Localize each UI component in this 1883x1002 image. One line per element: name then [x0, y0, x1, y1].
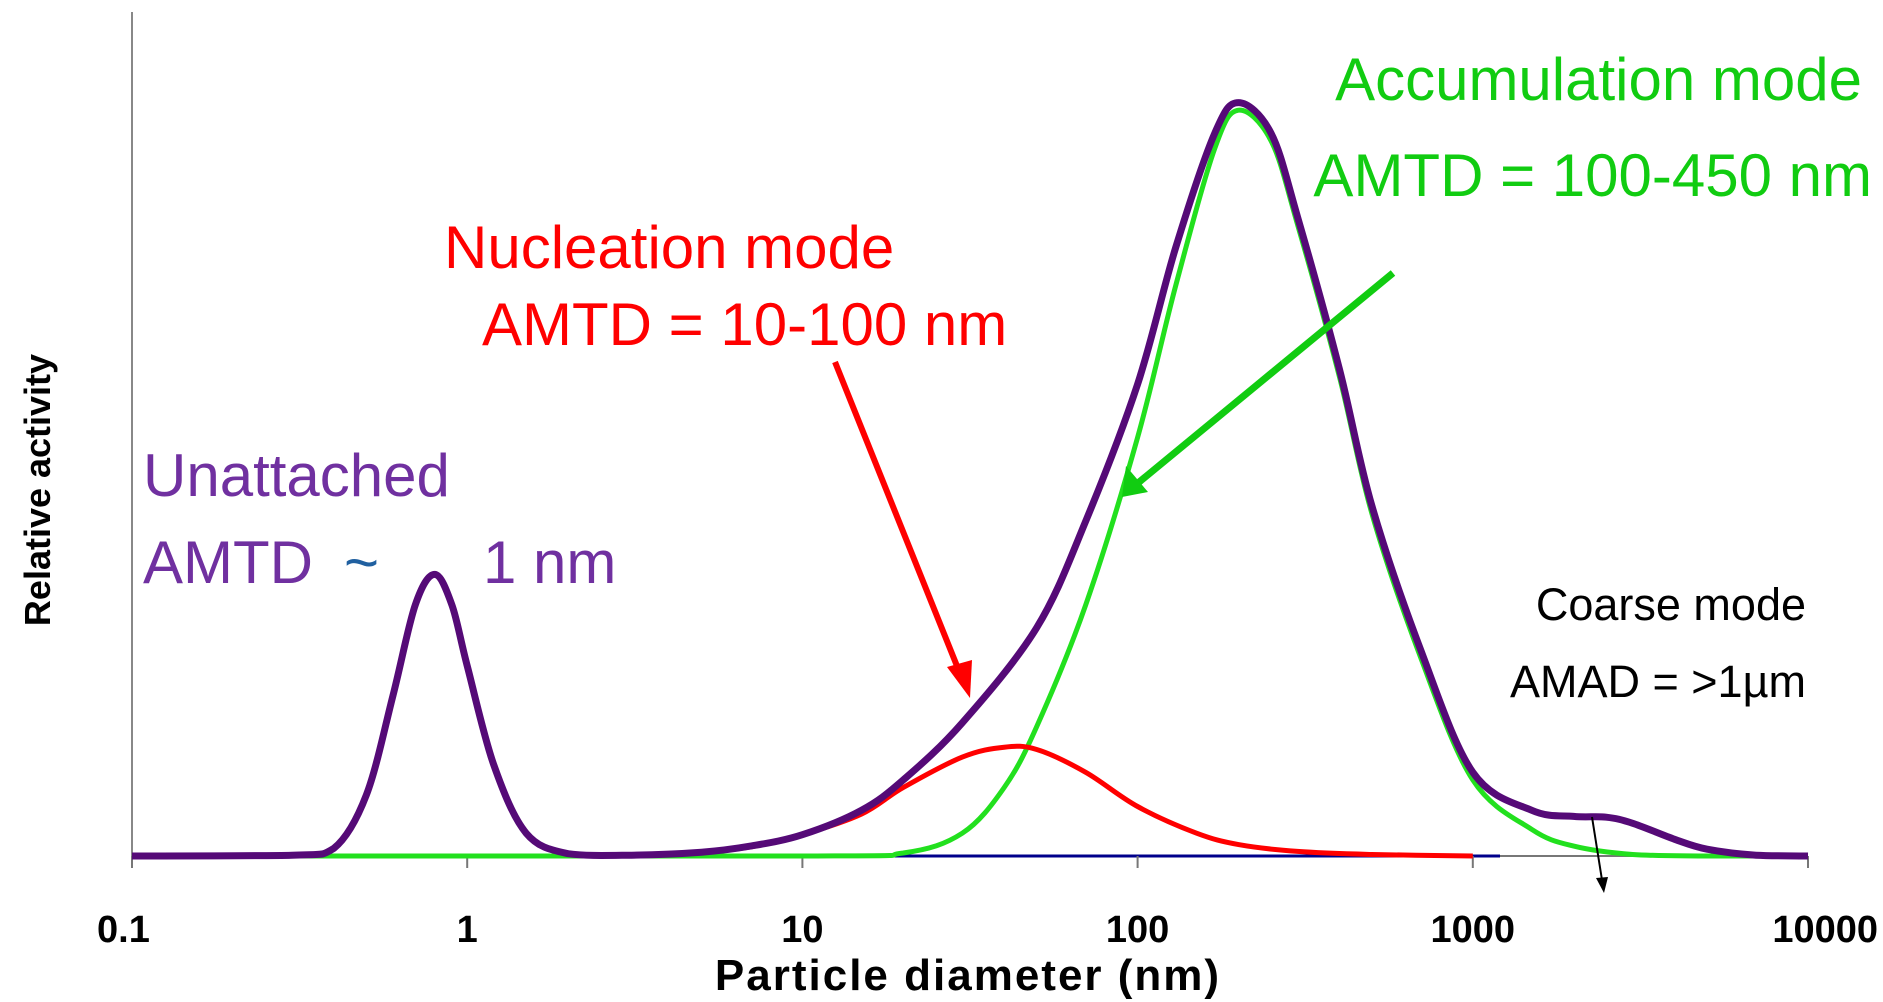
y-axis-label: Relative activity [17, 354, 58, 626]
accumulation-title: Accumulation mode [1335, 46, 1862, 113]
x-tick-label: 100 [1106, 909, 1169, 951]
x-tick-label: 10 [781, 909, 823, 951]
x-ticks: 0.1 1 10 100 1000 10000 [97, 856, 1878, 951]
x-tick-label: 1000 [1431, 909, 1516, 951]
x-axis-label: Particle diameter (nm) [715, 951, 1221, 1000]
x-tick-label: 1 [457, 909, 478, 951]
series-accumulation-line [132, 107, 1808, 859]
nucleation-amtd: AMTD = 10-100 nm [482, 291, 1007, 358]
unattached-amtd: AMTD [143, 529, 313, 596]
unattached-tilde: ~ [344, 529, 379, 596]
coarse-arrow [1591, 816, 1608, 893]
unattached-value: 1 nm [483, 529, 616, 596]
accumulation-amtd: AMTD = 100-450 nm [1313, 142, 1872, 209]
x-tick-label: 0.1 [97, 909, 150, 951]
accumulation-arrow [1122, 270, 1396, 497]
unattached-title: Unattached [143, 442, 450, 509]
series-group [131, 99, 1809, 860]
series-nucleation-line [626, 743, 1473, 859]
x-tick-label: 10000 [1772, 909, 1878, 951]
coarse-title: Coarse mode [1536, 579, 1806, 630]
series-total-line [131, 99, 1809, 860]
nucleation-title: Nucleation mode [444, 214, 894, 281]
coarse-amad: AMAD = >1µm [1510, 656, 1806, 707]
nucleation-arrow [832, 360, 972, 698]
